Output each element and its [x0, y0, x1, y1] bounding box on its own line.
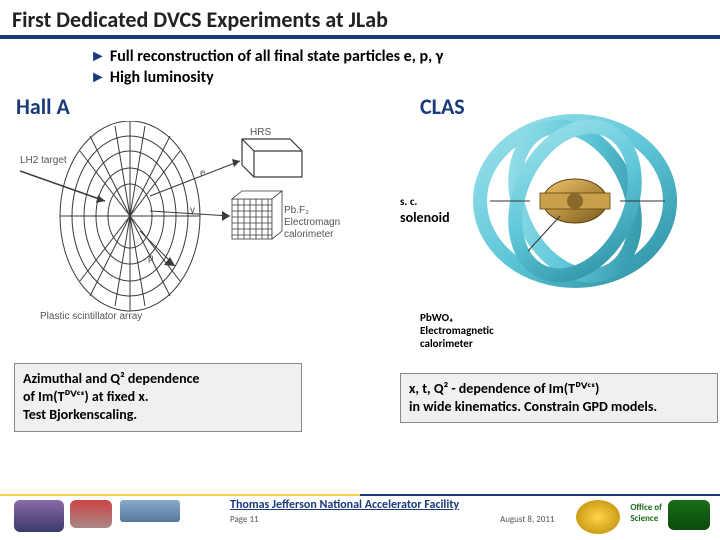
main-content: Hall A CLAS [0, 93, 720, 433]
footer: Office ofScience Thomas Jefferson Nation… [0, 494, 720, 540]
office-of-science-icon [576, 500, 620, 534]
pbf2-label-1: Pb.F₂ [284, 205, 309, 216]
hall-a-caption-box: Azimuthal and Q² dependence of Im(Tᴰⱽᶜˢ)… [14, 363, 302, 432]
doe-logo [668, 500, 710, 530]
sc-label: s. c. [400, 195, 417, 208]
office-of-science-text: Office ofScience [630, 502, 662, 524]
footer-facility: Thomas Jefferson National Accelerator Fa… [230, 498, 459, 512]
jlab-logo [120, 500, 180, 522]
pbf2-label-3: calorimeter [284, 229, 334, 240]
footer-page: Page 11 [230, 514, 259, 525]
clas-caption-box: x, t, Q² - dependence of Im(Tᴰⱽᶜˢ) in wi… [400, 373, 718, 423]
bullet-icon: ► [90, 47, 106, 66]
e-label: e [200, 168, 206, 179]
scint-label: Plastic scintillator array [40, 311, 142, 321]
footer-divider [0, 494, 720, 496]
hrs-label: HRS [250, 127, 271, 138]
footer-date: August 8, 2011 [500, 514, 554, 525]
slide-title: First Dedicated DVCS Experiments at JLab [0, 0, 720, 39]
solenoid-label: solenoid [400, 209, 450, 226]
p-label: p [148, 253, 154, 264]
pbwo-label: PbWO₄ Electromagnetic calorimeter [420, 311, 494, 351]
clas-heading: CLAS [420, 93, 465, 120]
bullet-icon: ► [90, 68, 106, 87]
hall-a-diagram: LH2 target HRS e γ p Pb.F₂ Electromagnet… [20, 121, 340, 321]
jsa-logo [70, 500, 112, 528]
bullet-text-1: Full reconstruction of all final state p… [110, 47, 443, 66]
nuclear-physics-logo [14, 500, 64, 532]
lh2-label: LH2 target [20, 155, 67, 166]
hall-a-heading: Hall A [16, 93, 70, 120]
bullet-text-2: High luminosity [110, 68, 214, 87]
clas-diagram [470, 111, 680, 291]
gamma-label: γ [190, 205, 195, 216]
pbf2-label-2: Electromagnetic [284, 217, 340, 228]
bullet-list: ►Full reconstruction of all final state … [90, 47, 720, 87]
